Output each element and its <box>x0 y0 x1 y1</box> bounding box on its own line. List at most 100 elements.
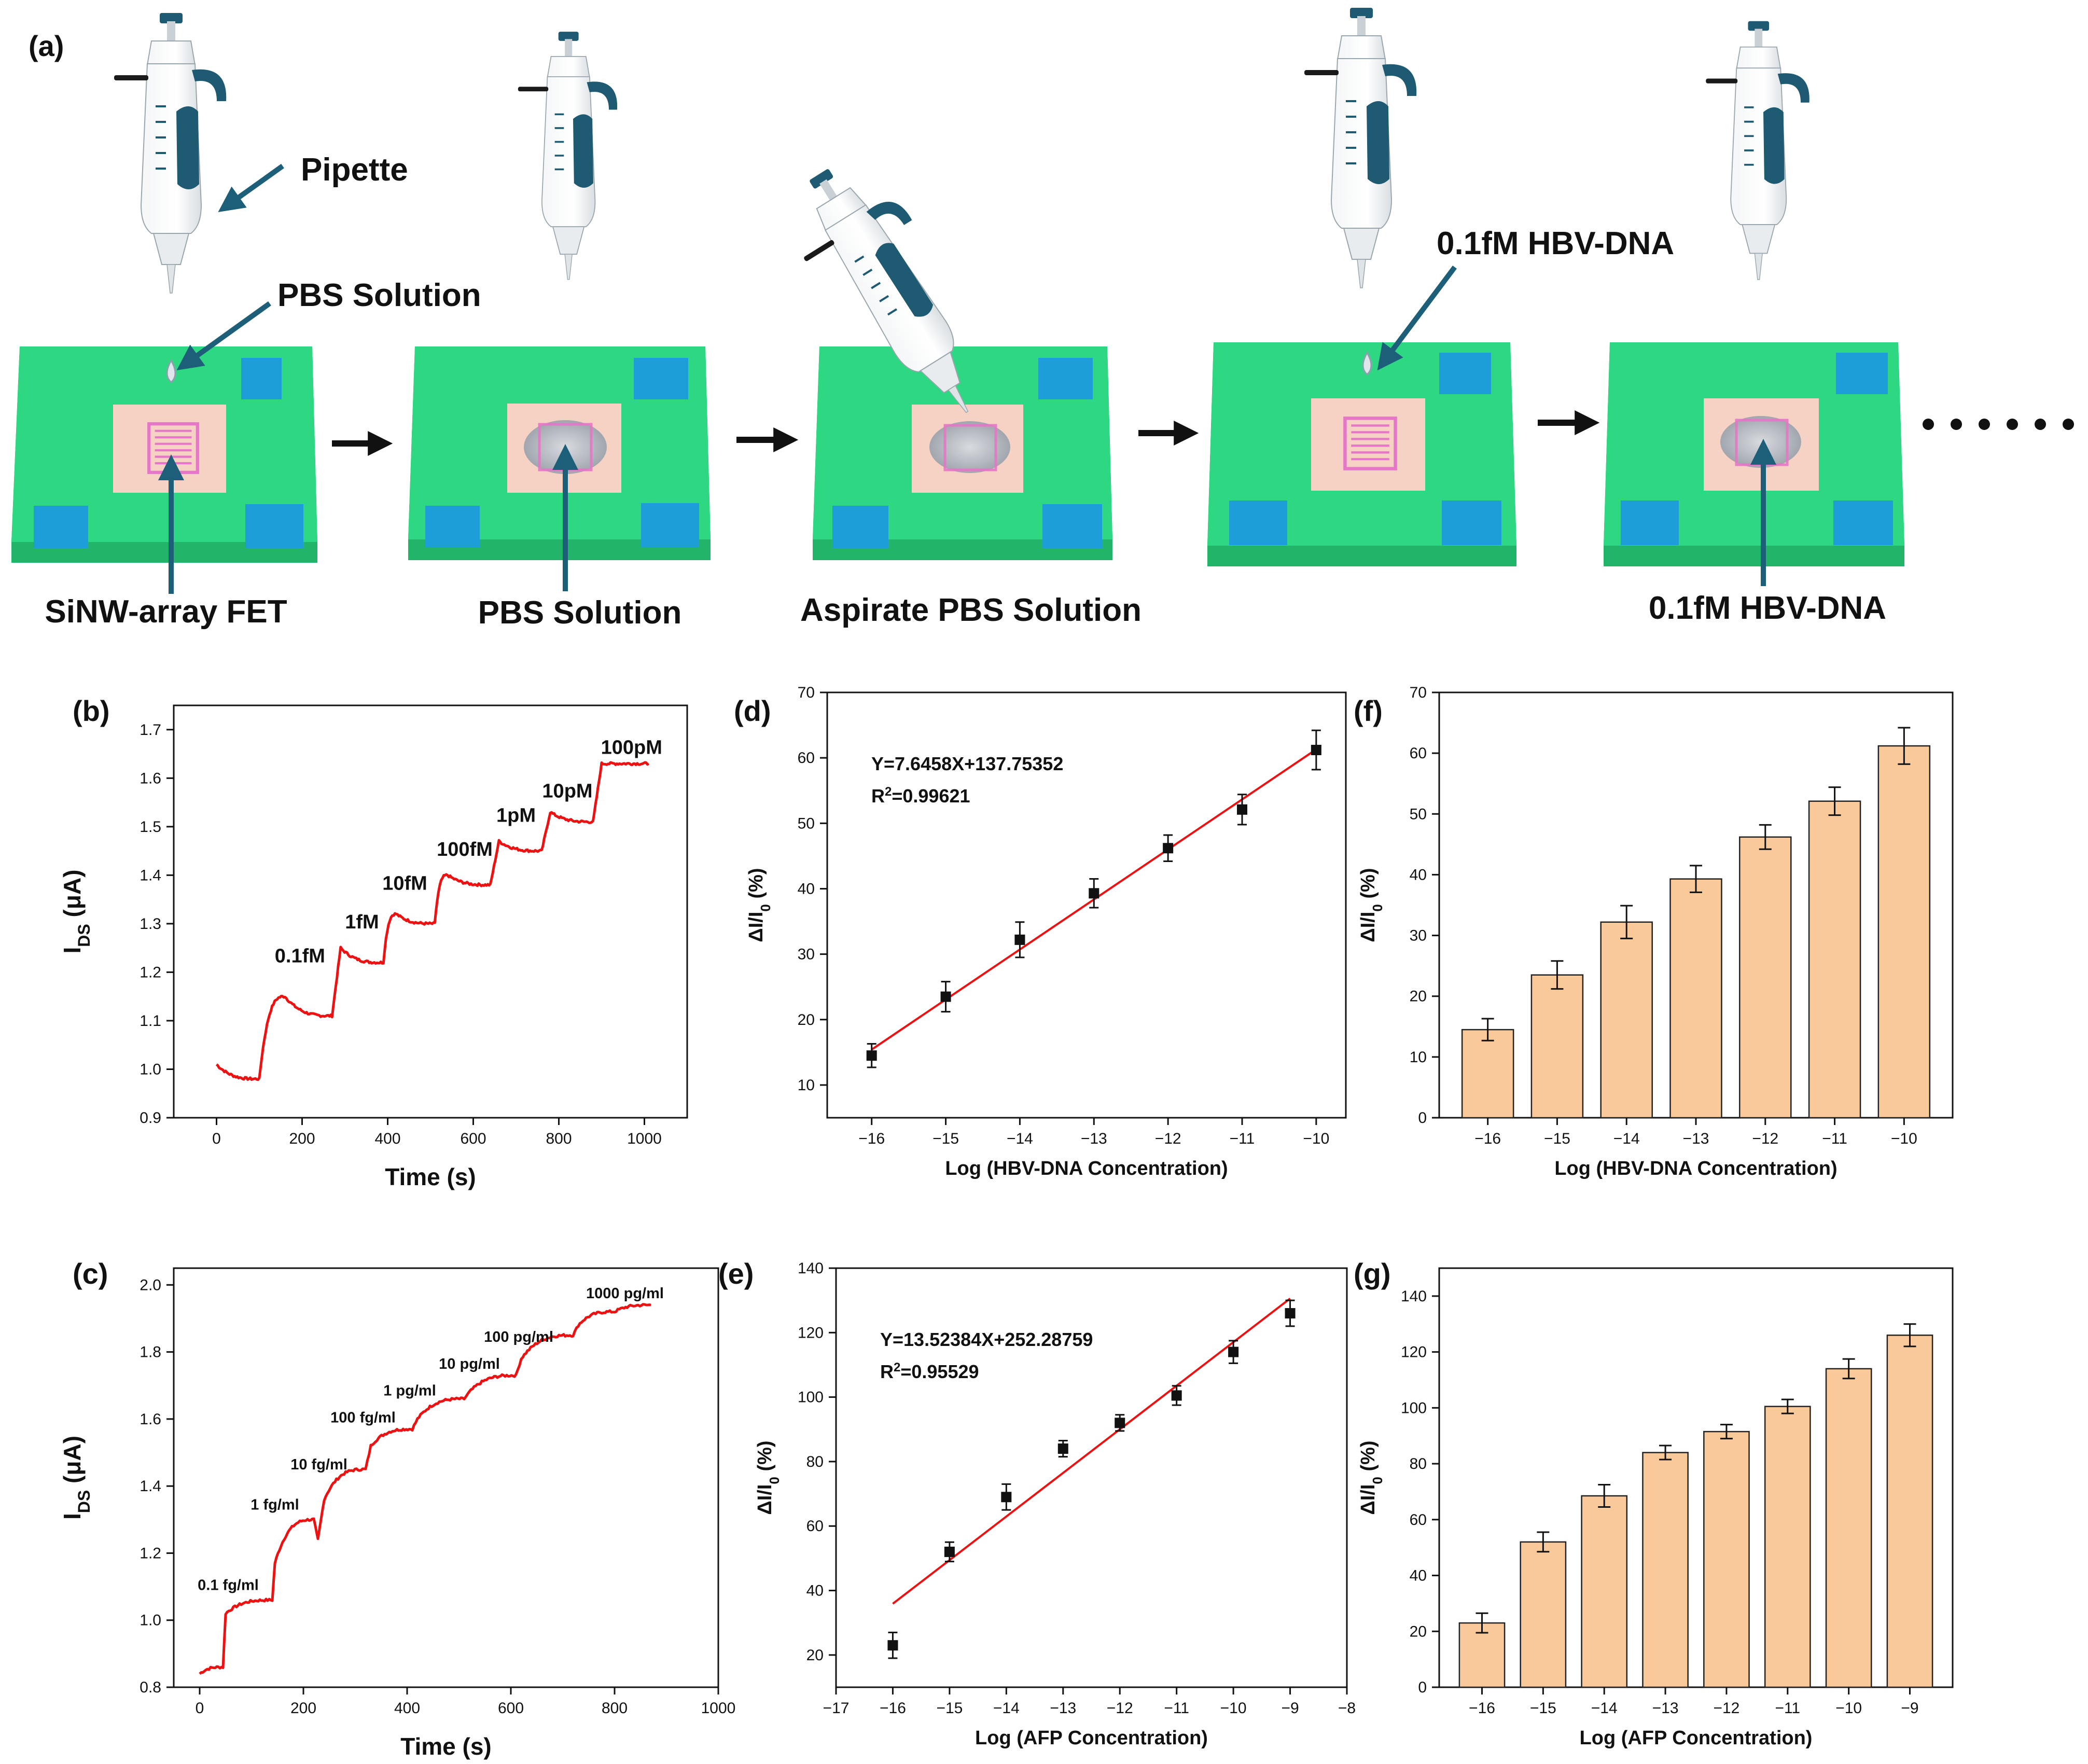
y-tick-label: 1.3 <box>140 915 161 933</box>
bar <box>1877 745 1931 1119</box>
fet-board-5 <box>1604 342 1904 566</box>
concentration-annotation: 1 fg/ml <box>250 1496 299 1513</box>
data-point <box>1171 1390 1182 1401</box>
fet-board-1 <box>11 346 317 563</box>
chart-e-afp-calibration: ΔI/I0 (%) Log (AFP Concentration) 20 40 60 80… <box>754 1260 1356 1749</box>
y-tick-label: 100 <box>1401 1399 1427 1416</box>
x-tick-label: −11 <box>1164 1700 1189 1717</box>
y-tick-label: 1.8 <box>140 1344 161 1361</box>
data-point <box>1057 1443 1068 1454</box>
contact-pad <box>1042 504 1102 548</box>
data-point <box>1311 745 1321 756</box>
x-tick-label: −10 <box>1303 1130 1329 1147</box>
data-point <box>1014 934 1025 945</box>
y-tick-label: 20 <box>1410 1623 1427 1640</box>
concentration-annotation: 10 pg/ml <box>439 1356 500 1372</box>
pipette-icon <box>113 12 228 294</box>
contact-pad <box>1621 501 1679 545</box>
y-tick-label: 40 <box>1410 866 1427 883</box>
y-tick-label: 120 <box>1401 1344 1427 1361</box>
fit-line <box>892 1298 1291 1605</box>
y-tick-label: 30 <box>1410 927 1427 944</box>
data-point <box>1285 1308 1296 1319</box>
fit-equation: Y=7.6458X+137.75352 <box>871 753 1063 774</box>
x-tick-label: −15 <box>932 1130 959 1147</box>
x-tick-label: 600 <box>498 1700 524 1717</box>
x-tick-label: 400 <box>374 1130 400 1147</box>
y-tick-label: 50 <box>798 815 815 832</box>
data-point <box>887 1640 898 1651</box>
concentration-annotation: 1000 pg/ml <box>586 1285 664 1302</box>
y-axis-title: ΔI/I0 (%) <box>1357 1440 1385 1515</box>
step-label-5: 0.1fM HBV-DNA <box>1649 590 1886 626</box>
contact-pad <box>425 506 480 547</box>
y-tick-label: 20 <box>1410 988 1427 1005</box>
y-tick-label: 100 <box>798 1389 824 1406</box>
x-tick-label: −15 <box>936 1700 963 1717</box>
contact-pad <box>641 503 699 547</box>
x-tick-label: 600 <box>460 1130 486 1147</box>
data-point <box>944 1546 955 1557</box>
bar <box>1669 878 1722 1119</box>
x-tick-label: −12 <box>1155 1130 1181 1147</box>
y-tick-label: 1.2 <box>140 964 161 981</box>
bar <box>1600 921 1653 1119</box>
x-tick-label: −13 <box>1683 1130 1709 1147</box>
x-tick-label: −12 <box>1713 1700 1739 1717</box>
x-tick-label: −11 <box>1822 1130 1847 1147</box>
y-tick-label: 20 <box>806 1647 824 1664</box>
y-tick-label: 1.6 <box>140 770 161 787</box>
x-tick-label: −13 <box>1081 1130 1107 1147</box>
bar <box>1703 1430 1750 1688</box>
y-tick-label: 80 <box>806 1453 824 1470</box>
y-tick-label: 60 <box>1410 745 1427 762</box>
x-tick-label: 1000 <box>627 1130 662 1147</box>
x-tick-label: 800 <box>546 1130 572 1147</box>
x-tick-label: −9 <box>1281 1700 1299 1717</box>
x-axis-title: Log (AFP Concentration) <box>1580 1727 1813 1749</box>
x-tick-label: −14 <box>993 1700 1020 1717</box>
concentration-annotation: 0.1fM <box>275 946 325 967</box>
x-tick-label: 400 <box>394 1700 420 1717</box>
pipette-icon <box>517 31 619 281</box>
x-tick-label: −8 <box>1338 1700 1356 1717</box>
y-tick-label: 50 <box>1410 805 1427 823</box>
y-axis-title: ΔI/I0 (%) <box>745 868 773 942</box>
chart-g-afp-bars: ΔI/I0 (%) Log (AFP Concentration) 0 20 40 60 8… <box>1357 1267 1954 1749</box>
data-point <box>1001 1492 1012 1503</box>
panel-label-c: (c) <box>73 1257 108 1290</box>
y-axis-title: ΔI/I0 (%) <box>754 1440 782 1515</box>
contact-pad <box>241 358 282 399</box>
panel-label-e: (e) <box>718 1257 754 1290</box>
y-tick-label: 0 <box>1418 1679 1427 1696</box>
contact-pad <box>1229 501 1287 545</box>
droplet-icon <box>166 358 176 383</box>
bar <box>1739 836 1792 1119</box>
data-point <box>1228 1346 1239 1357</box>
y-axis-title: IDS (μA) <box>59 869 93 953</box>
y-tick-label: 120 <box>798 1324 824 1341</box>
chart-b-current-vs-time-hbv: IDS (μA) Time (s) 0.9 1.0 1.1 1.2 1.3 1.4 1.5 1.6… <box>59 704 688 1190</box>
fet-board-4 <box>1207 342 1516 566</box>
y-tick-label: 60 <box>798 749 815 767</box>
x-tick-label: −9 <box>1901 1700 1918 1717</box>
concentration-annotation: 10pM <box>542 781 592 802</box>
y-tick-label: 60 <box>1410 1511 1427 1529</box>
droplet-icon <box>1362 351 1372 376</box>
plot-frame <box>1438 1267 1954 1688</box>
y-tick-label: 70 <box>1410 684 1427 701</box>
x-tick-label: −14 <box>1007 1130 1033 1147</box>
bar <box>1764 1406 1811 1688</box>
concentration-annotation: 100 pg/ml <box>484 1329 553 1345</box>
callout-hbv-dna: 0.1fM HBV-DNA <box>1437 226 1674 261</box>
y-tick-label: 20 <box>798 1011 815 1029</box>
step-label-3: Aspirate PBS Solution <box>800 592 1142 628</box>
data-point <box>1163 843 1174 854</box>
y-tick-label: 1.4 <box>140 867 161 884</box>
step-label-2: PBS Solution <box>478 595 682 631</box>
data-point <box>866 1050 877 1061</box>
x-tick-label: −12 <box>1752 1130 1778 1147</box>
y-tick-label: 40 <box>1410 1567 1427 1585</box>
bar <box>1520 1541 1567 1688</box>
y-tick-label: 40 <box>806 1582 824 1600</box>
